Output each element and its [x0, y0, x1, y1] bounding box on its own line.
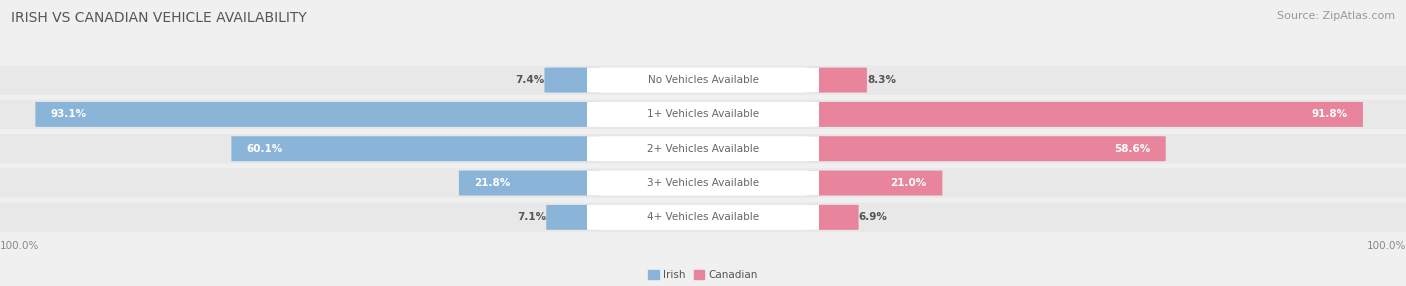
Text: 60.1%: 60.1% [247, 144, 283, 154]
FancyBboxPatch shape [588, 170, 818, 196]
FancyBboxPatch shape [544, 67, 599, 93]
FancyBboxPatch shape [547, 205, 599, 230]
FancyBboxPatch shape [588, 67, 818, 93]
Text: 7.1%: 7.1% [517, 212, 547, 222]
FancyBboxPatch shape [458, 170, 599, 196]
Text: 7.4%: 7.4% [515, 75, 544, 85]
Text: 100.0%: 100.0% [1367, 241, 1406, 251]
Text: Source: ZipAtlas.com: Source: ZipAtlas.com [1277, 11, 1395, 21]
Text: No Vehicles Available: No Vehicles Available [648, 75, 758, 85]
FancyBboxPatch shape [807, 136, 1166, 161]
Legend: Irish, Canadian: Irish, Canadian [644, 266, 762, 284]
Text: IRISH VS CANADIAN VEHICLE AVAILABILITY: IRISH VS CANADIAN VEHICLE AVAILABILITY [11, 11, 307, 25]
FancyBboxPatch shape [0, 203, 1406, 232]
Text: 21.0%: 21.0% [890, 178, 927, 188]
FancyBboxPatch shape [807, 102, 1362, 127]
Text: 21.8%: 21.8% [474, 178, 510, 188]
FancyBboxPatch shape [588, 102, 818, 127]
FancyBboxPatch shape [0, 65, 1406, 95]
Text: 6.9%: 6.9% [859, 212, 887, 222]
FancyBboxPatch shape [0, 100, 1406, 129]
FancyBboxPatch shape [0, 168, 1406, 198]
Text: 100.0%: 100.0% [0, 241, 39, 251]
Text: 8.3%: 8.3% [868, 75, 896, 85]
Text: 93.1%: 93.1% [51, 110, 87, 119]
FancyBboxPatch shape [232, 136, 599, 161]
FancyBboxPatch shape [588, 205, 818, 230]
FancyBboxPatch shape [35, 102, 599, 127]
Text: 91.8%: 91.8% [1312, 110, 1347, 119]
FancyBboxPatch shape [807, 67, 868, 93]
Text: 1+ Vehicles Available: 1+ Vehicles Available [647, 110, 759, 119]
Text: 2+ Vehicles Available: 2+ Vehicles Available [647, 144, 759, 154]
Text: 4+ Vehicles Available: 4+ Vehicles Available [647, 212, 759, 222]
Text: 3+ Vehicles Available: 3+ Vehicles Available [647, 178, 759, 188]
FancyBboxPatch shape [807, 205, 859, 230]
Text: 58.6%: 58.6% [1114, 144, 1150, 154]
FancyBboxPatch shape [807, 170, 942, 196]
FancyBboxPatch shape [0, 134, 1406, 163]
FancyBboxPatch shape [588, 136, 818, 161]
